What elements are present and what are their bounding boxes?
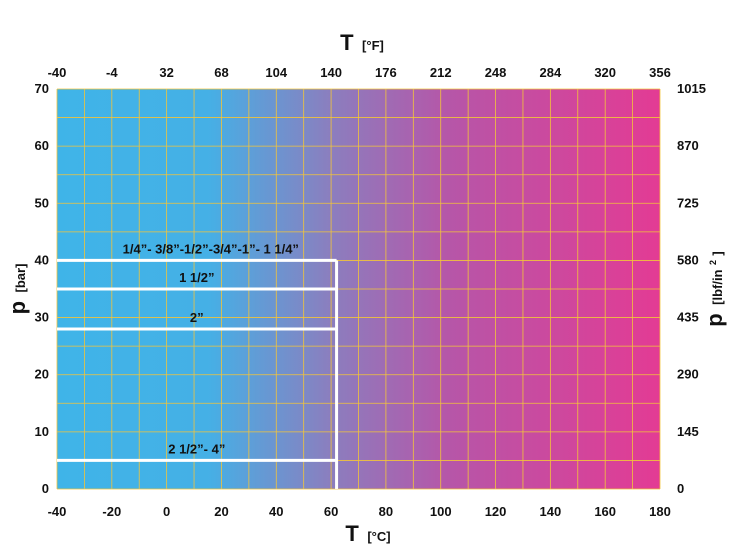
rating-label: 1 1/2” (179, 270, 214, 285)
rating-label: 2” (190, 310, 204, 325)
right-tick-label: 870 (677, 138, 699, 153)
bottom-tick-label: 60 (324, 504, 338, 519)
right-tick-label: 0 (677, 481, 684, 496)
top-tick-label: 140 (320, 65, 342, 80)
bottom-tick-label: 100 (430, 504, 452, 519)
right-tick-label: 725 (677, 195, 699, 210)
left-tick-label: 30 (35, 310, 49, 325)
left-tick-label: 20 (35, 367, 49, 382)
top-axis-title: T [°F] (340, 30, 384, 55)
right-tick-label: 580 (677, 252, 699, 267)
tick-labels: -40 -20 0 20 40 60 80 100 120 140 160 180-40 -4 32 68 1… (35, 65, 706, 519)
top-tick-label: -40 (48, 65, 67, 80)
bottom-tick-label: 160 (594, 504, 616, 519)
bottom-tick-label: 140 (540, 504, 562, 519)
top-tick-label: 212 (430, 65, 452, 80)
top-tick-label: 248 (485, 65, 507, 80)
top-tick-label: 356 (649, 65, 671, 80)
left-tick-label: 40 (35, 252, 49, 267)
right-tick-label: 290 (677, 367, 699, 382)
top-tick-label: 284 (540, 65, 562, 80)
left-tick-label: 0 (42, 481, 49, 496)
bottom-tick-label: -20 (102, 504, 121, 519)
bottom-tick-label: -40 (48, 504, 67, 519)
rating-label: 2 1/2”- 4” (168, 441, 225, 456)
bottom-tick-label: 20 (214, 504, 228, 519)
bottom-tick-label: 80 (379, 504, 393, 519)
top-tick-label: -4 (106, 65, 118, 80)
right-axis-title: p [lbf/in 2 ] (702, 251, 727, 327)
left-tick-label: 60 (35, 138, 49, 153)
bottom-tick-label: 40 (269, 504, 283, 519)
top-tick-label: 32 (159, 65, 173, 80)
left-tick-label: 70 (35, 81, 49, 96)
bottom-tick-label: 0 (163, 504, 170, 519)
right-tick-label: 435 (677, 310, 699, 325)
top-tick-label: 320 (594, 65, 616, 80)
bottom-axis-title: T [°C] (345, 521, 390, 546)
top-tick-label: 68 (214, 65, 228, 80)
left-tick-label: 10 (35, 424, 49, 439)
top-tick-label: 176 (375, 65, 397, 80)
rating-bands: 1/4”- 3/8”-1/2”-3/4”-1”- 1 1/4” 1 1/2” 2” 2… (57, 241, 339, 489)
rating-label: 1/4”- 3/8”-1/2”-3/4”-1”- 1 1/4” (123, 241, 299, 256)
bottom-tick-label: 180 (649, 504, 671, 519)
bottom-tick-label: 120 (485, 504, 507, 519)
top-tick-label: 104 (265, 65, 287, 80)
right-tick-label: 145 (677, 424, 699, 439)
right-tick-label: 1015 (677, 81, 706, 96)
left-tick-label: 50 (35, 195, 49, 210)
left-axis-title: p [bar] (5, 264, 30, 315)
